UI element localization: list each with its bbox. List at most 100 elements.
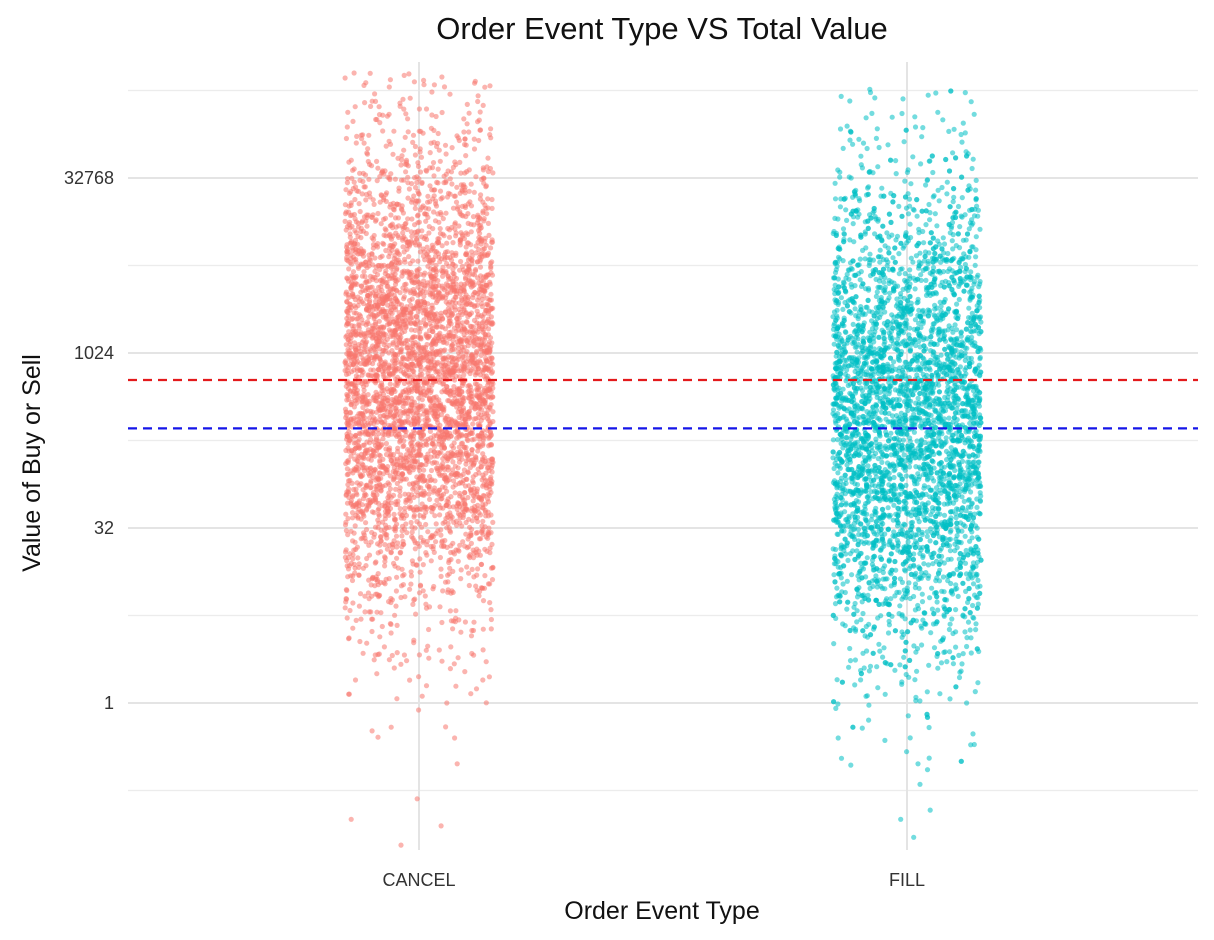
data-point — [375, 550, 381, 556]
data-point — [373, 389, 379, 395]
data-point — [376, 452, 382, 458]
data-point — [353, 617, 359, 624]
data-point — [360, 487, 366, 493]
data-point — [441, 543, 447, 550]
data-point — [372, 298, 379, 304]
data-point — [355, 555, 361, 561]
data-point — [470, 493, 477, 499]
data-point — [410, 340, 416, 347]
data-point — [387, 505, 394, 512]
data-point — [408, 581, 414, 587]
data-point — [349, 323, 355, 329]
data-point — [366, 360, 372, 366]
data-point — [424, 341, 430, 348]
data-point — [420, 431, 426, 438]
data-point — [427, 359, 433, 365]
data-point — [356, 430, 362, 436]
data-point — [366, 415, 373, 421]
data-point — [409, 350, 415, 356]
data-point — [346, 438, 352, 444]
data-point — [483, 242, 489, 248]
data-point — [402, 259, 408, 265]
data-point — [383, 525, 389, 531]
data-point — [389, 259, 395, 266]
data-point — [475, 448, 481, 454]
data-point — [400, 541, 406, 547]
data-point — [369, 235, 375, 241]
data-point — [398, 842, 404, 848]
data-point — [468, 203, 475, 209]
data-point — [404, 658, 410, 664]
data-point — [455, 366, 461, 372]
data-point — [463, 274, 469, 280]
data-point — [483, 323, 489, 329]
data-point — [386, 84, 392, 90]
data-point — [356, 312, 362, 318]
data-point — [361, 391, 367, 398]
data-point — [431, 488, 437, 494]
data-point — [402, 594, 408, 600]
data-point — [394, 344, 400, 351]
data-point — [474, 518, 481, 525]
data-point — [449, 467, 456, 473]
data-point — [440, 588, 446, 594]
data-point — [458, 258, 464, 265]
data-point — [380, 291, 387, 297]
data-point — [420, 492, 426, 498]
data-point — [352, 523, 358, 529]
data-point — [356, 572, 362, 578]
data-point — [466, 167, 472, 173]
data-point — [415, 258, 421, 264]
data-point — [343, 371, 350, 377]
data-point — [474, 587, 480, 593]
data-point — [451, 271, 457, 277]
data-point — [401, 147, 407, 153]
data-point — [407, 677, 413, 683]
data-point — [463, 244, 469, 250]
data-point — [463, 531, 469, 537]
data-point — [345, 318, 351, 324]
data-point — [932, 211, 938, 217]
data-point — [397, 506, 403, 512]
data-point — [364, 439, 370, 445]
data-point — [488, 474, 494, 480]
data-point — [449, 304, 455, 310]
data-point — [470, 462, 477, 468]
data-point — [395, 334, 401, 340]
data-point — [471, 360, 477, 366]
data-point — [422, 593, 428, 599]
data-point — [421, 82, 427, 88]
data-point — [398, 549, 404, 556]
data-point — [427, 496, 433, 502]
data-point — [358, 343, 364, 349]
data-point — [360, 650, 366, 656]
data-point — [419, 204, 425, 211]
data-point — [349, 509, 356, 516]
data-point — [474, 350, 480, 356]
data-point — [413, 504, 419, 510]
data-point — [370, 409, 376, 415]
data-point — [369, 214, 375, 220]
data-point — [357, 331, 363, 337]
data-point — [481, 175, 487, 182]
data-point — [407, 586, 413, 592]
data-point — [394, 622, 400, 629]
data-point — [412, 525, 418, 531]
data-point — [359, 218, 366, 224]
data-point — [394, 574, 400, 580]
data-point — [383, 440, 389, 447]
data-point — [364, 398, 370, 404]
data-point — [360, 511, 366, 517]
data-point — [388, 212, 394, 218]
data-point — [401, 234, 407, 240]
data-point — [485, 581, 492, 587]
data-point — [344, 558, 350, 564]
data-point — [354, 360, 360, 366]
data-point — [443, 281, 449, 287]
data-point — [373, 319, 379, 325]
data-point — [401, 270, 407, 276]
data-point — [393, 533, 400, 539]
data-point — [423, 521, 429, 528]
data-point — [432, 513, 438, 519]
data-point — [455, 558, 461, 564]
